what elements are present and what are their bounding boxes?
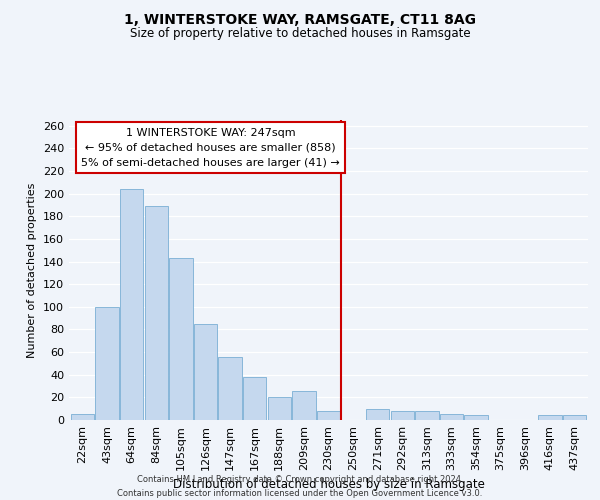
- Text: Contains HM Land Registry data © Crown copyright and database right 2024.
Contai: Contains HM Land Registry data © Crown c…: [118, 476, 482, 498]
- Bar: [71, 414, 94, 420]
- Bar: [120, 189, 143, 420]
- Bar: [317, 411, 340, 420]
- Text: 1, WINTERSTOKE WAY, RAMSGATE, CT11 8AG: 1, WINTERSTOKE WAY, RAMSGATE, CT11 8AG: [124, 12, 476, 26]
- X-axis label: Distribution of detached houses by size in Ramsgate: Distribution of detached houses by size …: [173, 478, 484, 492]
- Bar: [243, 377, 266, 420]
- Text: Size of property relative to detached houses in Ramsgate: Size of property relative to detached ho…: [130, 28, 470, 40]
- Bar: [366, 408, 389, 420]
- Bar: [538, 416, 562, 420]
- Text: 1 WINTERSTOKE WAY: 247sqm
← 95% of detached houses are smaller (858)
5% of semi-: 1 WINTERSTOKE WAY: 247sqm ← 95% of detac…: [81, 128, 340, 168]
- Bar: [95, 307, 119, 420]
- Bar: [440, 414, 463, 420]
- Bar: [292, 390, 316, 420]
- Bar: [194, 324, 217, 420]
- Bar: [145, 206, 168, 420]
- Bar: [391, 411, 414, 420]
- Bar: [268, 398, 291, 420]
- Bar: [415, 411, 439, 420]
- Bar: [218, 356, 242, 420]
- Bar: [169, 258, 193, 420]
- Bar: [464, 416, 488, 420]
- Bar: [563, 416, 586, 420]
- Y-axis label: Number of detached properties: Number of detached properties: [28, 182, 37, 358]
